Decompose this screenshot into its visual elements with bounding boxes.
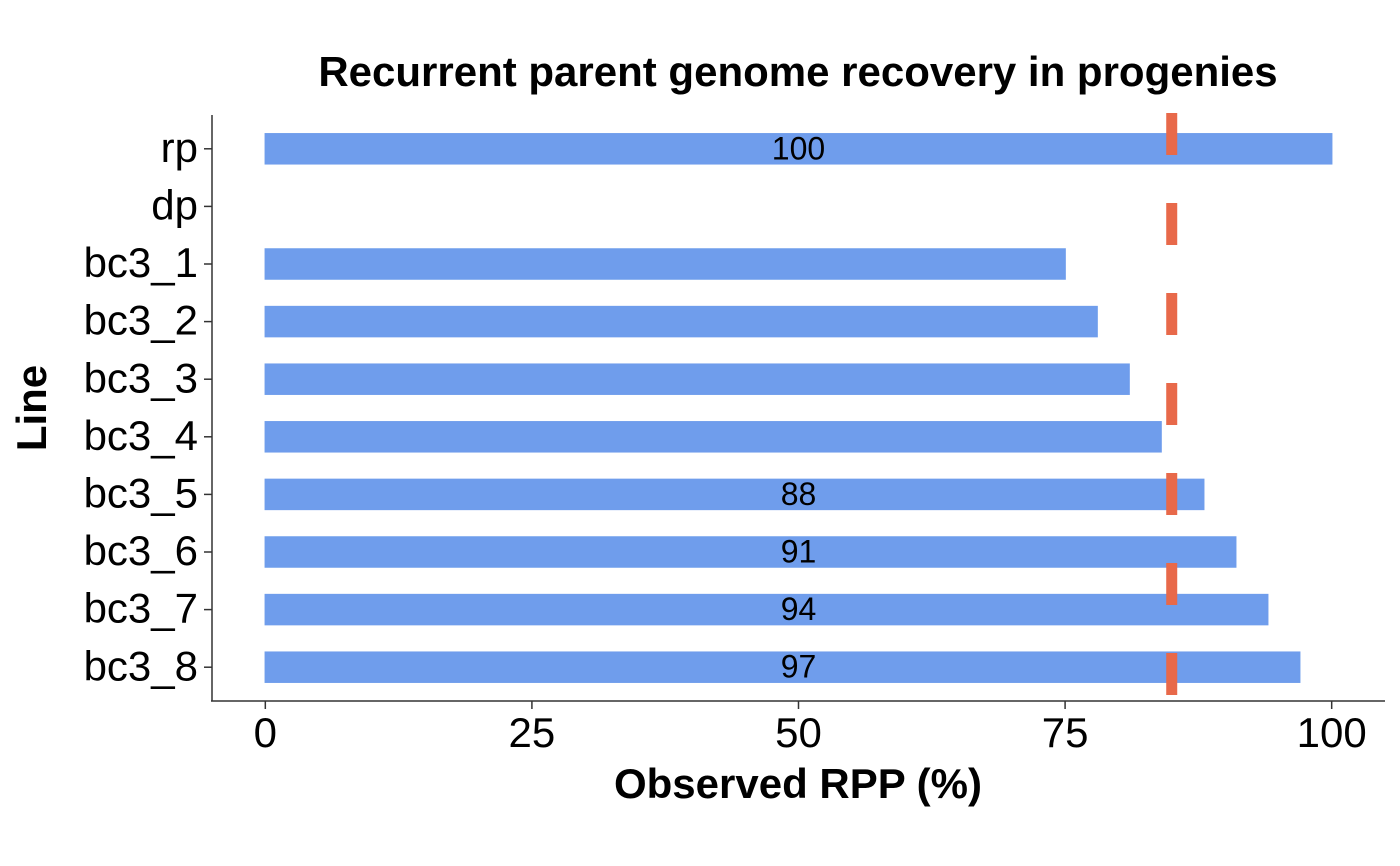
x-tick-label: 0 — [254, 709, 277, 756]
bar — [264, 593, 1269, 626]
y-tick-label: bc3_8 — [84, 642, 198, 689]
value-label: 91 — [781, 533, 817, 569]
value-label: 94 — [781, 591, 817, 627]
bar — [264, 363, 1130, 395]
y-tick-label: bc3_3 — [84, 354, 198, 401]
bar — [264, 536, 1237, 568]
y-axis-title: Line — [8, 365, 55, 451]
bar — [264, 421, 1162, 453]
bar — [264, 305, 1098, 338]
bar — [264, 133, 1333, 165]
bar — [264, 478, 1205, 511]
x-tick-label: 100 — [1297, 709, 1367, 756]
x-tick-label: 75 — [1042, 709, 1089, 756]
value-label: 100 — [772, 130, 825, 166]
chart-title: Recurrent parent genome recovery in prog… — [318, 48, 1277, 95]
x-axis-title: Observed RPP (%) — [614, 760, 982, 807]
y-tick-label: bc3_6 — [84, 527, 198, 574]
y-tick-label: bc3_1 — [84, 239, 198, 286]
x-tick-label: 25 — [509, 709, 556, 756]
x-tick-label: 50 — [775, 709, 822, 756]
y-tick-label: bc3_7 — [84, 585, 198, 632]
bar — [264, 248, 1066, 280]
y-tick-label: bc3_4 — [84, 412, 198, 459]
y-tick-label: rp — [161, 124, 198, 171]
y-tick-label: dp — [151, 181, 198, 228]
value-label: 88 — [781, 476, 817, 512]
bar — [264, 651, 1301, 683]
value-label: 97 — [781, 649, 817, 685]
y-tick-label: bc3_5 — [84, 469, 198, 516]
y-tick-label: bc3_2 — [84, 297, 198, 344]
